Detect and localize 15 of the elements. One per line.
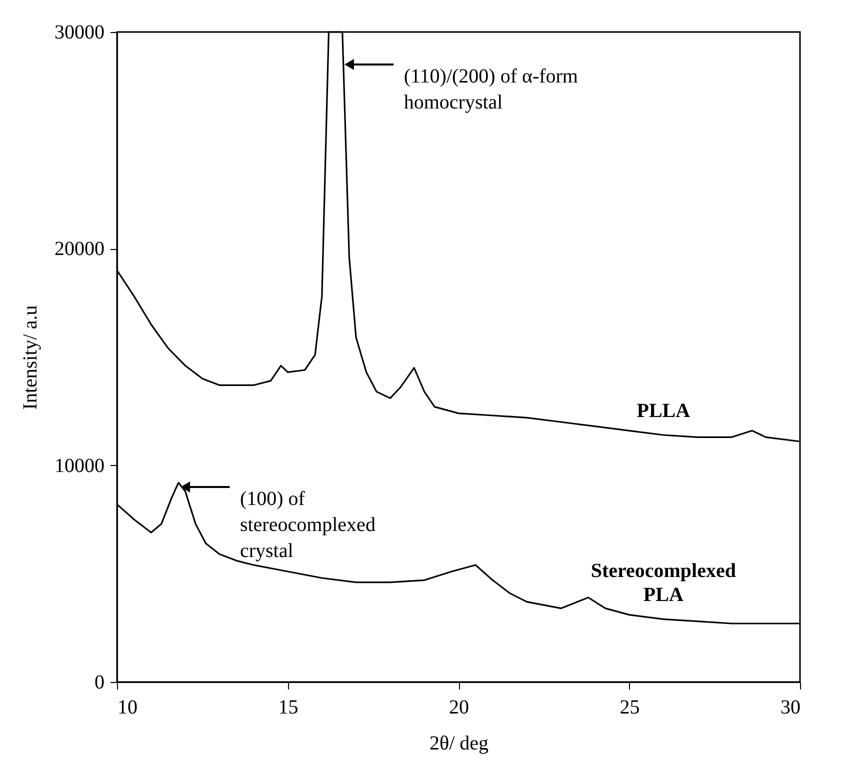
x-axis-title: 2θ/ deg <box>429 732 489 754</box>
x-tick-label: 10 <box>118 696 138 718</box>
x-tick-label: 15 <box>278 696 298 718</box>
y-tick-label: 10000 <box>54 454 104 477</box>
y-tick-label: 0 <box>94 672 104 694</box>
series-label: Stereocomplexed PLA <box>590 560 736 606</box>
annotation: (110)/(200) of α-form homocrystal <box>404 66 578 114</box>
x-tick-label: 25 <box>620 696 640 718</box>
y-axis-title: Intensity/ a.u <box>20 305 42 410</box>
y-tick-label: 20000 <box>54 238 104 260</box>
x-tick-label: 20 <box>449 696 469 718</box>
series-label: PLLA <box>636 400 691 422</box>
annotation: (100) of stereocomplexed crystal <box>240 488 376 562</box>
x-tick-label: 30 <box>780 696 800 718</box>
y-tick-label: 30000 <box>54 22 104 44</box>
